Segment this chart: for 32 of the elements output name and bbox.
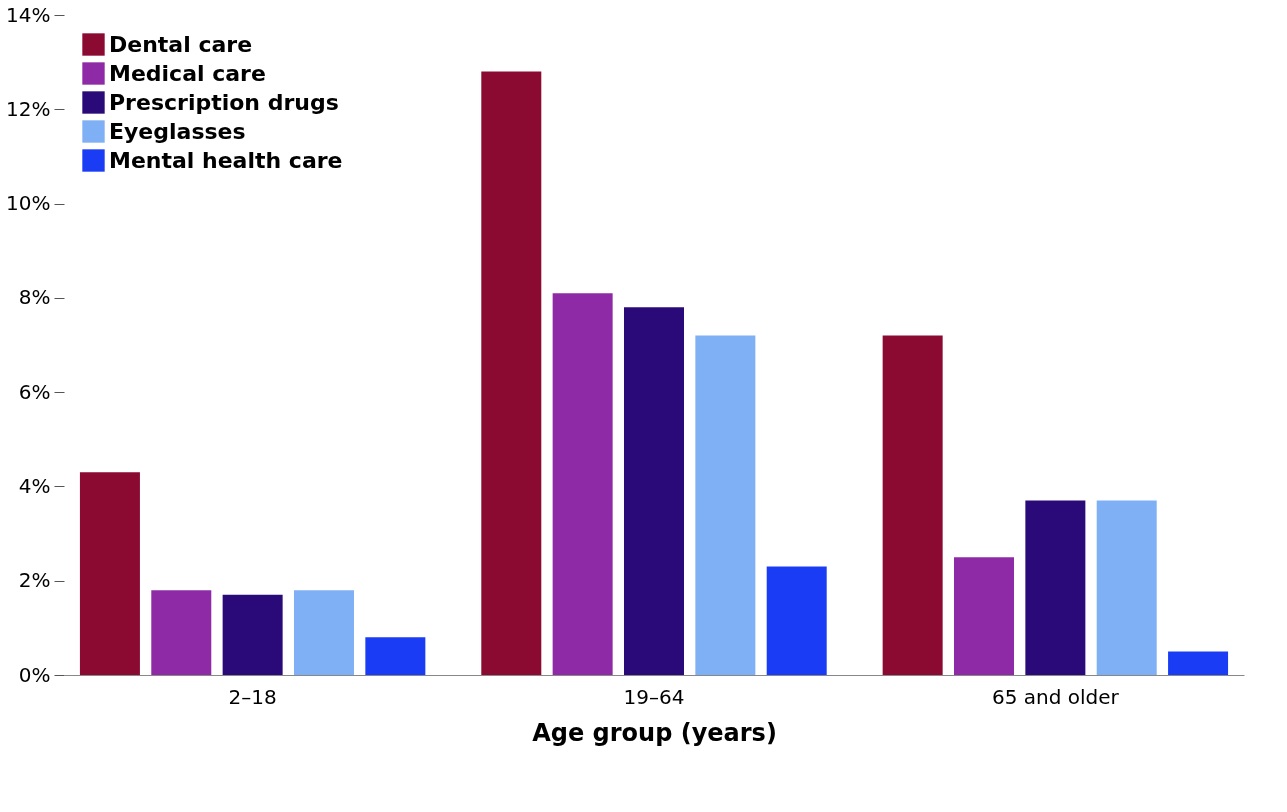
legend-label: Dental care bbox=[109, 31, 253, 57]
bar bbox=[481, 71, 542, 675]
legend-label: Medical care bbox=[109, 60, 266, 86]
y-tick-label: 4% bbox=[18, 473, 51, 498]
bar bbox=[1025, 500, 1086, 675]
bar bbox=[552, 293, 613, 675]
y-tick-label: 6% bbox=[18, 379, 51, 404]
x-tick-label: 2–18 bbox=[228, 684, 277, 709]
x-tick-label: 65 and older bbox=[991, 684, 1120, 709]
legend-label: Prescription drugs bbox=[109, 89, 339, 115]
bar bbox=[365, 637, 426, 675]
bar bbox=[151, 590, 212, 675]
x-axis-title: Age group (years) bbox=[532, 718, 777, 747]
y-tick-label: 0% bbox=[18, 662, 51, 687]
bar bbox=[1096, 500, 1157, 675]
bar bbox=[293, 590, 354, 675]
bar bbox=[1168, 651, 1229, 675]
bar bbox=[222, 594, 283, 675]
y-tick-label: 14% bbox=[6, 2, 51, 27]
y-tick-label: 8% bbox=[18, 285, 51, 310]
bar bbox=[79, 472, 140, 675]
bar bbox=[695, 335, 756, 675]
y-tick-label: 2% bbox=[18, 568, 51, 593]
legend-label: Eyeglasses bbox=[109, 118, 246, 144]
bar bbox=[766, 566, 827, 675]
x-tick-label: 19–64 bbox=[623, 684, 685, 709]
bar bbox=[624, 307, 684, 675]
bar bbox=[954, 557, 1015, 675]
y-tick-label: 12% bbox=[6, 96, 51, 121]
bar bbox=[882, 335, 943, 675]
legend-label: Mental health care bbox=[109, 147, 343, 173]
y-tick-label: 10% bbox=[6, 191, 51, 216]
